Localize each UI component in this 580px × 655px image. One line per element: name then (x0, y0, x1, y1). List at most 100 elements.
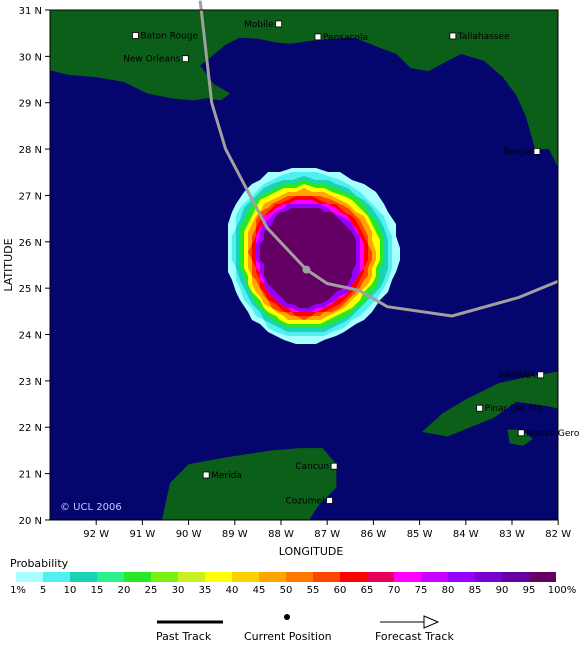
city-label: Cozumel (285, 496, 324, 506)
city-baton-rouge: Baton Rouge (132, 31, 199, 41)
current-position-symbol (284, 614, 290, 620)
city-label: Mobile (244, 20, 274, 30)
legend-tick-label: 100% (547, 585, 577, 596)
y-tick-label: 31 N (19, 6, 42, 17)
city-havana: HAVANA (499, 371, 545, 381)
legend-tick-label: 60 (333, 585, 347, 596)
x-tick-label: 89 W (222, 529, 248, 540)
x-tick-label: 85 W (407, 529, 433, 540)
forecast-arrowhead-icon (423, 615, 440, 629)
land-cuba (421, 371, 558, 437)
legend-tick-label: 75 (414, 585, 428, 596)
y-tick-label: 22 N (19, 423, 42, 434)
city-tampa: Tampa (501, 147, 541, 157)
city-marker-icon (314, 33, 322, 41)
x-tick-label: 82 W (545, 529, 571, 540)
probability-map: Mobile Pensacola Baton Rouge Tallahassee New… (2, 0, 580, 558)
city-nueva-gerona: Nueva Gerona (517, 429, 580, 439)
legend-swatch (448, 572, 475, 582)
city-cozumel: Cozumel (285, 496, 333, 506)
x-tick-label: 92 W (83, 529, 109, 540)
legend-swatch (367, 572, 394, 582)
city-tallahassee: Tallahassee (449, 32, 510, 42)
legend-swatch (421, 572, 448, 582)
y-tick-label: 20 N (19, 516, 42, 527)
landmasses (50, 10, 558, 520)
probability-tick-labels: 1% 5 10 15 20 25 30 35 40 45 50 55 60 65 70 75 80 85 90 95 1… (0, 585, 580, 599)
legend-tick-label: 5 (39, 585, 47, 596)
y-tick-label: 23 N (19, 377, 42, 388)
legend-tick-label: 95 (522, 585, 536, 596)
current-position-label: Current Position (244, 630, 332, 643)
legend-swatch (151, 572, 178, 582)
past-track-label: Past Track (156, 630, 212, 643)
track-legend-symbols (157, 614, 440, 629)
city-marker-icon (202, 471, 210, 479)
city-mobile: Mobile (244, 20, 283, 30)
city-label: Baton Rouge (140, 31, 198, 41)
legend-swatch (313, 572, 340, 582)
x-tick-label: 90 W (176, 529, 202, 540)
legend-tick-label: 20 (117, 585, 131, 596)
legend-tick-label: 15 (90, 585, 104, 596)
y-axis-title: LATITUDE (2, 238, 15, 291)
storm-track (198, 0, 559, 318)
y-tick-label: 29 N (19, 99, 42, 110)
city-label: Tampa (501, 147, 532, 157)
legend-tick-label: 65 (360, 585, 374, 596)
x-tick-label: 83 W (499, 529, 525, 540)
city-new-orleans: New Orleans (123, 55, 189, 65)
legend-tick-label: 90 (495, 585, 509, 596)
city-label: Pensacola (323, 33, 368, 43)
city-marker-icon (476, 404, 484, 412)
legend-swatch (97, 572, 124, 582)
legend-title: Probability (10, 557, 69, 570)
y-tick-label: 26 N (19, 238, 42, 249)
x-tick-label: 84 W (453, 529, 479, 540)
land-yucatan (161, 448, 337, 520)
track-legend: Past Track Current Position Forecast Tra… (0, 612, 580, 652)
y-tick-label: 27 N (19, 191, 42, 202)
land-isla-juventud (507, 429, 533, 446)
city-marker-icon (132, 32, 139, 39)
city-marker-icon (449, 32, 457, 40)
legend-swatch (286, 572, 313, 582)
city-marker-icon (326, 497, 333, 504)
y-tick-label: 24 N (19, 331, 42, 342)
city-marker-icon (275, 20, 283, 28)
city-marker-icon (181, 55, 189, 63)
current-position-marker (302, 265, 311, 274)
x-tick-label: 91 W (130, 529, 156, 540)
x-axis-title: LONGITUDE (279, 545, 344, 558)
city-marker-icon (517, 429, 525, 437)
probability-color-bar (16, 572, 556, 582)
legend-swatch (259, 572, 286, 582)
y-tick-label: 25 N (19, 284, 42, 295)
city-marker-icon (533, 147, 541, 155)
legend-swatch (232, 572, 259, 582)
city-label: Nueva Gerona (526, 429, 580, 439)
legend-swatch (394, 572, 421, 582)
legend-tick-label: 25 (144, 585, 158, 596)
forecast-track-label: Forecast Track (375, 630, 454, 643)
y-tick-label: 28 N (19, 145, 42, 156)
city-label: Merida (211, 471, 242, 481)
city-label: Tallahassee (457, 32, 510, 42)
x-tick-label: 86 W (361, 529, 387, 540)
city-pinar-del-rio: Pinar Del Rio (476, 404, 543, 414)
y-tick-label: 21 N (19, 470, 42, 481)
legend-swatch (124, 572, 151, 582)
legend-swatch (70, 572, 97, 582)
legend-tick-label: 45 (252, 585, 266, 596)
legend-tick-label: 80 (441, 585, 455, 596)
city-cancun: Cancun (295, 462, 338, 472)
legend-tick-label: 35 (198, 585, 212, 596)
city-label: New Orleans (123, 55, 181, 65)
legend-swatch (16, 572, 43, 582)
copyright-label: © UCL 2006 (60, 502, 122, 513)
legend-tick-label: 10 (63, 585, 77, 596)
legend-tick-label: 70 (387, 585, 401, 596)
city-merida: Merida (202, 471, 242, 481)
legend-tick-label: 55 (306, 585, 320, 596)
y-tick-label: 30 N (19, 52, 42, 63)
